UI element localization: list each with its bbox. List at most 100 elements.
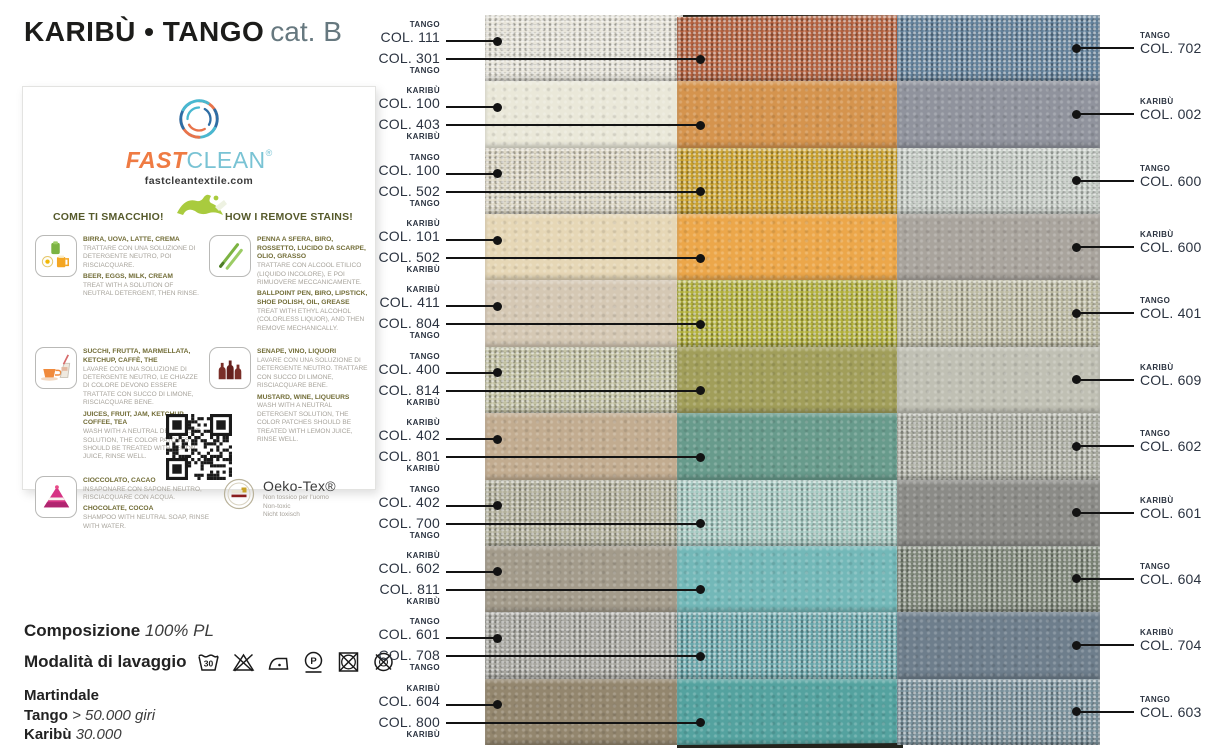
fabric-brand: KARIBÙ (406, 265, 440, 275)
swatch-left-row-2 (485, 81, 683, 148)
fabric-color-number: COL. 702 (1140, 40, 1202, 56)
swatch-row-labels: TANGO COL. 402 COL. 700 TANGO KARIBÙ COL. 601 (0, 480, 1208, 546)
stain-title-en: CHOCOLATE, COCOA (83, 505, 154, 513)
swatch-left-row-4 (485, 214, 683, 281)
leader-line (1072, 375, 1134, 385)
leader-line (1072, 308, 1134, 318)
swatch-middle-row-1 (677, 15, 903, 82)
fabric-color-number: COL. 704 (1140, 637, 1202, 654)
stain-body-en: TREAT WITH ETHYL ALCOHOL (COLORLESS LIQU… (257, 307, 365, 332)
fabric-color-number: COL. 100 (378, 161, 440, 178)
fabric-brand: TANGO (1140, 31, 1171, 40)
left-label-top: KARIBÙ COL. 402 (330, 418, 440, 443)
fastclean-panel: FASTCLEAN® fastcleantextile.com COME TI … (22, 86, 376, 530)
fabric-color-number: COL. 403 (378, 116, 440, 133)
leader-dot (493, 501, 502, 511)
leader-line (446, 434, 502, 444)
swatch-row-labels: TANGO COL. 111 COL. 301 TANGO TANGO COL. 702 (0, 15, 1208, 81)
cake-icon (35, 475, 77, 518)
leader-line (446, 36, 502, 46)
fabric-color-number: COL. 700 (378, 514, 440, 531)
swatch-middle-row-2 (677, 81, 903, 148)
leader-dot (696, 319, 705, 329)
swatch-middle-row-3 (677, 147, 903, 215)
stain-body-it: LAVARE CON UNA SOLUZIONE DI DETERGENTE N… (257, 356, 368, 390)
fabric-brand: KARIBÙ (406, 397, 440, 407)
fabric-color-number: COL. 400 (378, 360, 440, 377)
left-label-top: TANGO COL. 402 (330, 485, 440, 510)
swatch-middle-row-6 (677, 346, 903, 414)
leader-dot (493, 633, 502, 643)
composition-value: 100% PL (144, 621, 214, 640)
swatch-column-left (485, 15, 683, 745)
oeko-tex-badge: Oeko-Tex® Non tossico per l'uomo Non-tox… (223, 478, 336, 531)
leader-dot (696, 54, 705, 64)
leader-line (1072, 640, 1134, 650)
leader-line (446, 585, 705, 595)
fabric-brand: KARIBÙ (406, 86, 440, 96)
right-label: TANGO COL. 702 (1140, 31, 1202, 56)
swatch-right-row-1 (897, 15, 1100, 82)
leader-dot (493, 235, 502, 245)
left-label-bottom: COL. 814 KARIBÙ (330, 382, 440, 407)
right-label: KARIBÙ COL. 704 (1140, 628, 1202, 653)
stain-body-en: WASH WITH A NEUTRAL DETERGENT SOLUTION, … (83, 428, 200, 461)
fabric-color-number: COL. 814 (378, 381, 440, 398)
stain-body-it: INSAPONARE CON SAPONE NEUTRO, RISCIACQUA… (83, 485, 202, 502)
stain-title-en: JUICES, FRUIT, JAM, KETCHUP, COFFEE, TEA (83, 410, 185, 427)
left-label-top: KARIBÙ COL. 604 (330, 684, 440, 709)
swatch-right-row-8 (897, 479, 1100, 546)
fabric-brand: KARIBÙ (406, 418, 440, 428)
martindale-karibu-value: 30.000 (75, 726, 122, 743)
stain-title-en: MUSTARD, WINE, LIQUEURS (257, 393, 350, 401)
swatch-right-row-10 (897, 612, 1100, 679)
fabric-color-number: COL. 301 (378, 50, 440, 66)
martindale-label: Martindale (24, 687, 100, 704)
fabric-color-number: COL. 601 (1140, 504, 1202, 521)
swatch-left-row-5 (485, 280, 683, 347)
stain-title-en: BEER, EGGS, MILK, CREAM (83, 273, 173, 281)
leader-line (446, 187, 705, 197)
fabric-color-number: COL. 708 (378, 647, 440, 664)
svg-text:P: P (311, 656, 318, 667)
care-symbols: 30 P (195, 650, 397, 674)
title-category: cat. B (270, 16, 342, 47)
swatch-middle-row-8 (677, 479, 903, 546)
leader-line (446, 567, 502, 577)
martindale-tango-name: Tango (24, 706, 68, 724)
swatch-row-labels: KARIBÙ COL. 604 COL. 800 KARIBÙ TANGO COL. 60… (0, 679, 1208, 745)
leader-line (1072, 109, 1134, 119)
fabric-color-number: COL. 402 (378, 427, 440, 444)
leader-dot (493, 434, 502, 444)
martindale-tango-value: > 50.000 giri (72, 706, 156, 724)
swatch-column-middle (677, 15, 903, 745)
stain-section-headers: COME TI SMACCHIO! HOW I REMOVE STAINS! (23, 194, 375, 223)
dry-clean-P-icon: P (305, 651, 323, 673)
swatch-row-labels: TANGO COL. 400 COL. 814 KARIBÙ KARIBÙ COL. 60… (0, 347, 1208, 413)
stain-instructions-bottom: CIOCCOLATO, CACAO INSAPONARE CON SAPONE N… (23, 462, 375, 531)
fabric-brand: TANGO (409, 663, 440, 673)
fabric-brand: TANGO (409, 20, 440, 29)
oeko-tex-logo-icon (223, 478, 255, 509)
leader-dot (493, 102, 502, 112)
right-label: KARIBÙ COL. 601 (1140, 496, 1202, 521)
stain-title-it: PENNA A SFERA, BIRO, ROSSETTO, LUCIDO DA… (257, 236, 366, 261)
stain-body-it: TRATTARE CON UNA SOLUZIONE DI DETERGENTE… (83, 244, 196, 269)
swatch-right-row-4 (897, 214, 1100, 281)
fabric-brand: TANGO (409, 484, 440, 494)
stains-header-it: COME TI SMACCHIO! (53, 211, 164, 223)
leader-dot (1072, 43, 1081, 53)
swatch-middle-row-7 (677, 413, 903, 480)
leader-dot (1072, 574, 1081, 584)
oeko-tex-line: Non tossico per l'uomo (263, 493, 329, 501)
leader-line (446, 102, 502, 112)
fabric-color-number: COL. 411 (379, 294, 440, 311)
right-label: TANGO COL. 604 (1140, 562, 1202, 587)
leader-dot (493, 700, 502, 710)
beer-eggs-milk-icon (35, 235, 77, 277)
left-label-bottom: COL. 811 KARIBÙ (330, 581, 440, 606)
fabric-color-number: COL. 002 (1140, 106, 1202, 123)
leader-dot (1072, 308, 1081, 318)
leader-line (446, 253, 705, 263)
